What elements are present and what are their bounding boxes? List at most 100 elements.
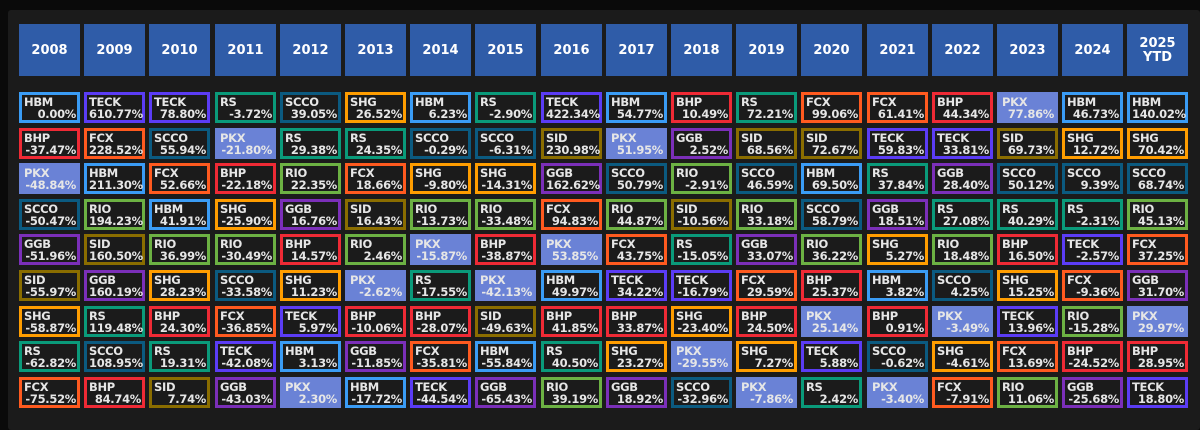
return-cell-hbm: HBM -55.84%: [475, 341, 536, 372]
year-label: 2013: [357, 43, 394, 58]
ticker-label: PKX: [480, 273, 506, 287]
ticker-label: BHP: [741, 309, 767, 323]
return-cell-pkx: PKX 29.97%: [1127, 306, 1188, 337]
return-cell-scco: SCCO -0.62%: [867, 341, 928, 372]
return-value: -32.96%: [677, 392, 728, 406]
ticker-label: FCX: [89, 131, 114, 145]
return-cell-rio: RIO 39.19%: [541, 377, 602, 408]
return-cell-scco: SCCO -6.31%: [475, 128, 536, 159]
return-value: -2.57%: [1076, 249, 1119, 263]
ticker-label: RIO: [1067, 309, 1090, 323]
ticker-label: RS: [89, 309, 106, 323]
return-value: -25.68%: [1068, 392, 1119, 406]
return-cell-bhp: BHP 33.87%: [606, 306, 667, 337]
return-value: 15.25%: [1007, 285, 1054, 299]
return-cell-sid: SID -55.97%: [19, 270, 80, 301]
return-value: -75.52%: [25, 392, 76, 406]
return-value: -16.79%: [677, 285, 728, 299]
year-header: 2019: [736, 24, 797, 76]
return-value: -37.47%: [25, 143, 76, 157]
ticker-label: SCCO: [872, 344, 906, 358]
return-value: -65.43%: [481, 392, 532, 406]
return-value: -42.13%: [481, 285, 532, 299]
return-value: 44.34%: [942, 107, 989, 121]
ticker-label: SHG: [220, 202, 247, 216]
return-cell-pkx: PKX -29.55%: [671, 341, 732, 372]
return-value: 54.77%: [616, 107, 663, 121]
ticker-label: RIO: [937, 237, 960, 251]
return-value: 16.43%: [355, 214, 402, 228]
return-cell-scco: SCCO -32.96%: [671, 377, 732, 408]
return-cell-rio: RIO 36.22%: [801, 234, 862, 265]
ticker-label: PKX: [741, 380, 767, 394]
ticker-label: SHG: [154, 273, 181, 287]
return-value: -10.06%: [351, 321, 402, 335]
ticker-label: FCX: [24, 380, 49, 394]
return-cell-scco: SCCO 50.79%: [606, 163, 667, 194]
return-cell-hbm: HBM 211.30%: [84, 163, 145, 194]
return-cell-pkx: PKX -15.87%: [410, 234, 471, 265]
ticker-label: TECK: [872, 131, 904, 145]
ticker-label: HBM: [872, 273, 901, 287]
ticker-label: SID: [676, 202, 698, 216]
ticker-label: SHG: [676, 309, 703, 323]
ticker-label: RS: [350, 131, 367, 145]
return-cell-bhp: BHP 16.50%: [997, 234, 1058, 265]
return-value: -36.85%: [221, 321, 272, 335]
return-cell-scco: SCCO 46.59%: [736, 163, 797, 194]
return-value: 84.74%: [94, 392, 141, 406]
ticker-label: HBM: [154, 202, 183, 216]
return-value: 28.40%: [942, 178, 989, 192]
return-value: 422.34%: [546, 107, 600, 121]
ticker-label: PKX: [872, 380, 898, 394]
ticker-label: PKX: [611, 131, 637, 145]
ticker-label: RIO: [415, 202, 438, 216]
return-cell-rs: RS -2.31%: [1062, 199, 1123, 230]
return-value: -33.58%: [221, 285, 272, 299]
ticker-label: PKX: [676, 344, 702, 358]
ticker-label: SCCO: [1067, 166, 1101, 180]
ticker-label: SID: [89, 237, 111, 251]
return-value: -43.03%: [221, 392, 272, 406]
return-cell-rs: RS -17.55%: [410, 270, 471, 301]
return-value: 5.97%: [298, 321, 338, 335]
return-cell-pkx: PKX -48.84%: [19, 163, 80, 194]
year-header: 2013: [345, 24, 406, 76]
return-value: 25.37%: [811, 285, 858, 299]
return-value: -35.81%: [416, 356, 467, 370]
ticker-label: HBM: [24, 95, 53, 109]
ticker-label: FCX: [611, 237, 636, 251]
ticker-label: RIO: [154, 237, 177, 251]
return-value: -62.82%: [25, 356, 76, 370]
ticker-label: FCX: [546, 202, 571, 216]
return-cell-fcx: FCX -36.85%: [215, 306, 276, 337]
return-value: -24.52%: [1068, 356, 1119, 370]
return-value: 29.38%: [290, 143, 337, 157]
return-cell-shg: SHG 12.72%: [1062, 128, 1123, 159]
ticker-label: RIO: [220, 237, 243, 251]
return-cell-fcx: FCX -9.36%: [1062, 270, 1123, 301]
ticker-label: RS: [285, 131, 302, 145]
return-value: -44.54%: [416, 392, 467, 406]
return-value: -6.31%: [489, 143, 532, 157]
return-value: -0.29%: [424, 143, 467, 157]
ticker-label: PKX: [285, 380, 311, 394]
return-cell-teck: TECK 78.80%: [149, 92, 210, 123]
ticker-label: RS: [1067, 202, 1084, 216]
ticker-label: SHG: [1132, 131, 1159, 145]
return-value: 12.72%: [1072, 143, 1119, 157]
return-value: -3.49%: [946, 321, 989, 335]
return-value: 28.95%: [1137, 356, 1184, 370]
ticker-label: FCX: [415, 344, 440, 358]
return-value: -48.84%: [25, 178, 76, 192]
return-cell-rs: RS 40.29%: [997, 199, 1058, 230]
return-cell-fcx: FCX 99.06%: [801, 92, 862, 123]
ticker-label: SCCO: [220, 273, 254, 287]
ticker-label: RS: [220, 95, 237, 109]
return-value: -13.73%: [416, 214, 467, 228]
return-cell-shg: SHG 28.23%: [149, 270, 210, 301]
return-value: -9.36%: [1076, 285, 1119, 299]
return-cell-bhp: BHP 41.85%: [541, 306, 602, 337]
return-cell-fcx: FCX -7.91%: [932, 377, 993, 408]
ticker-label: RIO: [350, 237, 373, 251]
